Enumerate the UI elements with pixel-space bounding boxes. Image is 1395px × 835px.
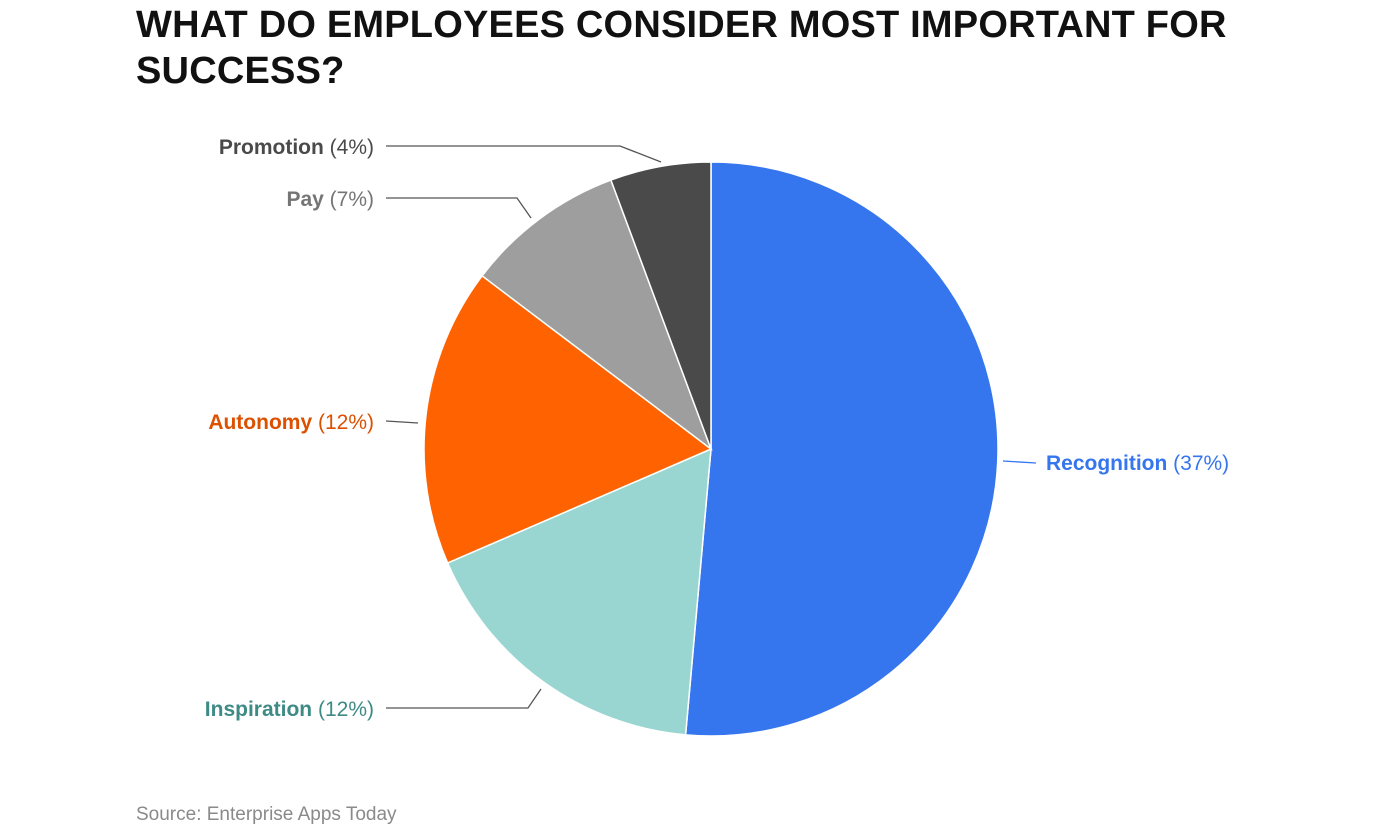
chart-title: WHAT DO EMPLOYEES CONSIDER MOST IMPORTAN… [136,4,1227,92]
leader-line-promotion [386,145,662,163]
leader-line-pay [386,197,532,219]
slice-name: Pay [286,188,324,211]
pie-slice-inspiration [446,447,712,736]
leader-line-autonomy [385,420,419,424]
pie-slices [423,161,999,737]
slice-label-autonomy: Autonomy (12%) [208,411,374,434]
slice-percent: (12%) [312,698,374,721]
slice-name: Autonomy [208,411,312,434]
slice-label-inspiration: Inspiration (12%) [205,698,374,721]
pie-slice-promotion [609,161,712,450]
slice-percent: (37%) [1167,452,1229,475]
slice-label-promotion: Promotion (4%) [219,136,374,159]
slice-percent: (7%) [324,188,374,211]
leader-line-inspiration [386,688,542,709]
slice-name: Inspiration [205,698,312,721]
slice-label-recognition: Recognition (37%) [1046,452,1229,475]
slice-label-pay: Pay (7%) [286,188,374,211]
slice-name: Recognition [1046,452,1167,475]
slice-percent: (12%) [312,411,374,434]
pie-slice-pay [481,179,713,452]
source-note: Source: Enterprise Apps Today [136,804,397,825]
slice-name: Promotion [219,136,324,159]
pie-slice-recognition [684,161,999,737]
leader-line-recognition [1002,460,1037,464]
pie-slice-autonomy [423,274,713,564]
slice-percent: (4%) [324,136,374,159]
slice-labels: Recognition (37%)Inspiration (12%)Autono… [205,136,1229,721]
